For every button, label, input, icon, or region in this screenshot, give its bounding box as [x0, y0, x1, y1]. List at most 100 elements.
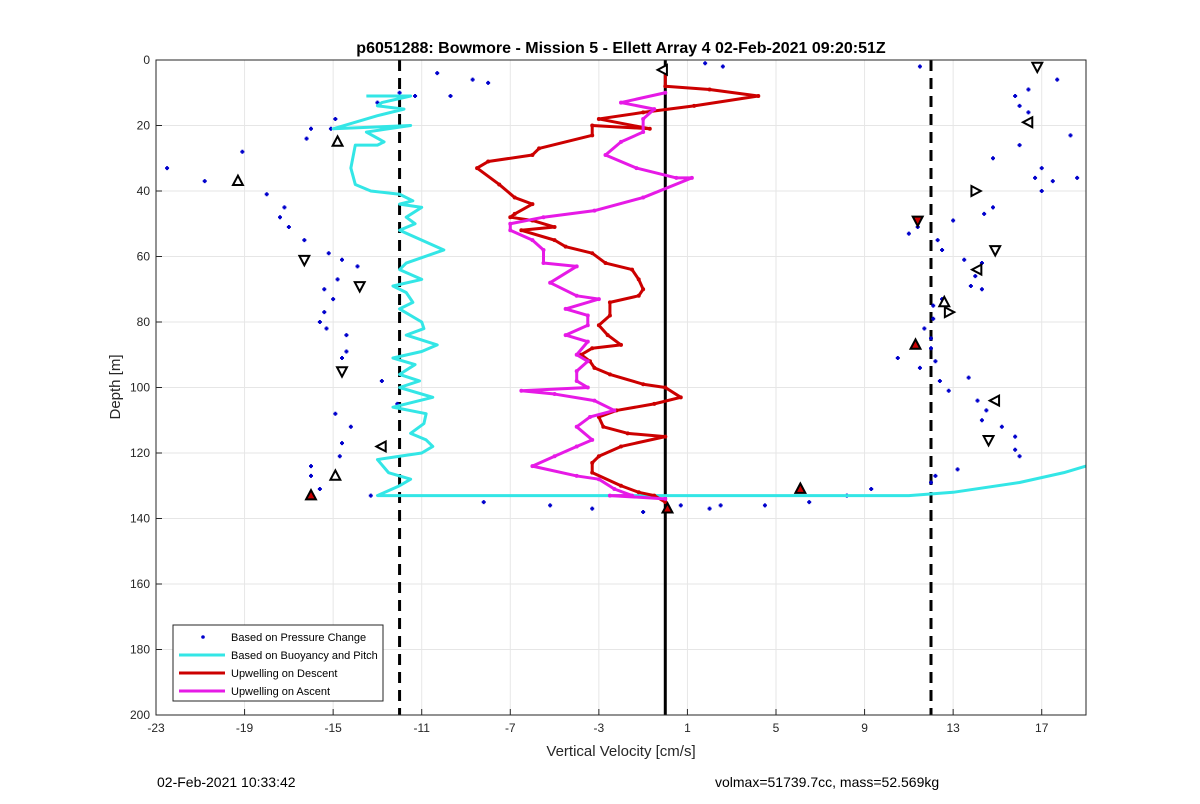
x-axis-label: Vertical Velocity [cm/s] [546, 743, 695, 760]
x-tick-label: -15 [324, 721, 342, 735]
pressure-point [344, 349, 349, 354]
triangle-marker [988, 245, 1002, 258]
pressure-point [718, 503, 723, 508]
series-point [663, 496, 668, 501]
pressure-point [344, 333, 349, 338]
series-point [519, 228, 524, 233]
triangle-marker [297, 254, 311, 268]
pressure-point [1017, 454, 1022, 459]
series-point [537, 146, 542, 151]
pressure-point [703, 61, 708, 66]
series-point [574, 444, 579, 449]
series-layer [165, 61, 1086, 514]
series-point [552, 238, 557, 243]
pressure-point [375, 100, 380, 105]
pressure-point [481, 500, 486, 505]
pressure-point [982, 211, 987, 216]
series-point [548, 280, 553, 285]
y-tick-label: 200 [130, 708, 150, 722]
pressure-point [762, 503, 767, 508]
pressure-point [309, 126, 313, 131]
x-tick-label: -19 [236, 721, 254, 735]
series-point [634, 166, 639, 171]
triangle-marker [304, 487, 318, 501]
series-point [630, 493, 635, 498]
series-point [596, 477, 601, 482]
footer-info: volmax=51739.7cc, mass=52.569kg [715, 774, 940, 790]
pressure-point [707, 506, 712, 511]
series-2 [475, 67, 761, 505]
axis-ticks: -23 -19 -15 -11 -7 -3 1 5 9 13 17 0 20 40 60 80 100 120 14… [130, 53, 1049, 735]
pressure-point [917, 64, 922, 69]
series-point [574, 378, 579, 383]
triangle-marker [1020, 115, 1034, 129]
x-tick-label: -23 [147, 721, 165, 735]
legend-label: Upwelling on Ascent [231, 686, 330, 698]
series-point [641, 382, 646, 387]
series-point [592, 365, 597, 370]
pressure-point [929, 336, 933, 341]
series-point [588, 414, 592, 419]
y-tick-label: 140 [130, 512, 150, 526]
series-point [678, 395, 683, 400]
series-point [607, 313, 612, 318]
series-point [592, 398, 597, 403]
series-point [512, 211, 517, 216]
pressure-point [973, 274, 978, 279]
series-point [625, 431, 630, 436]
series-point [652, 401, 657, 406]
series-point [541, 215, 546, 220]
series-point [563, 244, 568, 249]
series-point [590, 437, 595, 442]
series-point [530, 152, 535, 157]
pressure-point [931, 316, 936, 321]
pressure-point [470, 77, 475, 82]
pressure-point [933, 473, 938, 478]
pressure-point [999, 424, 1004, 429]
x-tick-label: -11 [413, 721, 430, 735]
pressure-point [979, 418, 984, 423]
series-point [590, 460, 595, 465]
y-tick-label: 20 [137, 119, 151, 133]
pressure-point [1026, 110, 1031, 115]
pressure-point [946, 388, 951, 393]
pressure-point [1039, 189, 1044, 193]
pressure-point [331, 297, 336, 302]
legend-label: Upwelling on Descent [231, 668, 337, 680]
series-point [530, 464, 535, 469]
pressure-point [322, 287, 327, 292]
pressure-point [1055, 77, 1060, 82]
pressure-point [286, 225, 291, 230]
series-4 [231, 61, 1044, 514]
series-point [585, 339, 590, 344]
series-point [552, 454, 557, 459]
x-tick-label: 9 [861, 721, 868, 735]
pressure-point [1068, 133, 1073, 138]
pressure-point [326, 251, 331, 256]
triangle-marker [231, 173, 245, 187]
series-point [497, 182, 502, 187]
pressure-point [991, 205, 995, 210]
pressure-point [340, 356, 344, 361]
pressure-point [337, 454, 342, 459]
x-tick-label: -3 [594, 721, 605, 735]
pressure-point [309, 473, 313, 478]
y-tick-label: 0 [143, 53, 150, 67]
x-tick-label: 13 [946, 721, 960, 735]
series-point [607, 493, 612, 498]
series-point [590, 133, 595, 138]
series-line [331, 94, 1086, 498]
pressure-point [1017, 143, 1022, 148]
pressure-point [1050, 179, 1055, 184]
y-tick-label: 160 [130, 577, 150, 591]
series-point [612, 487, 617, 492]
pressure-point [984, 408, 989, 413]
series-point [641, 116, 646, 121]
series-point [596, 297, 601, 302]
series-point [574, 369, 579, 374]
series-point [475, 166, 480, 171]
pressure-point [968, 283, 973, 288]
series-point [641, 130, 646, 135]
pressure-point [955, 467, 960, 472]
series-point [756, 94, 761, 99]
